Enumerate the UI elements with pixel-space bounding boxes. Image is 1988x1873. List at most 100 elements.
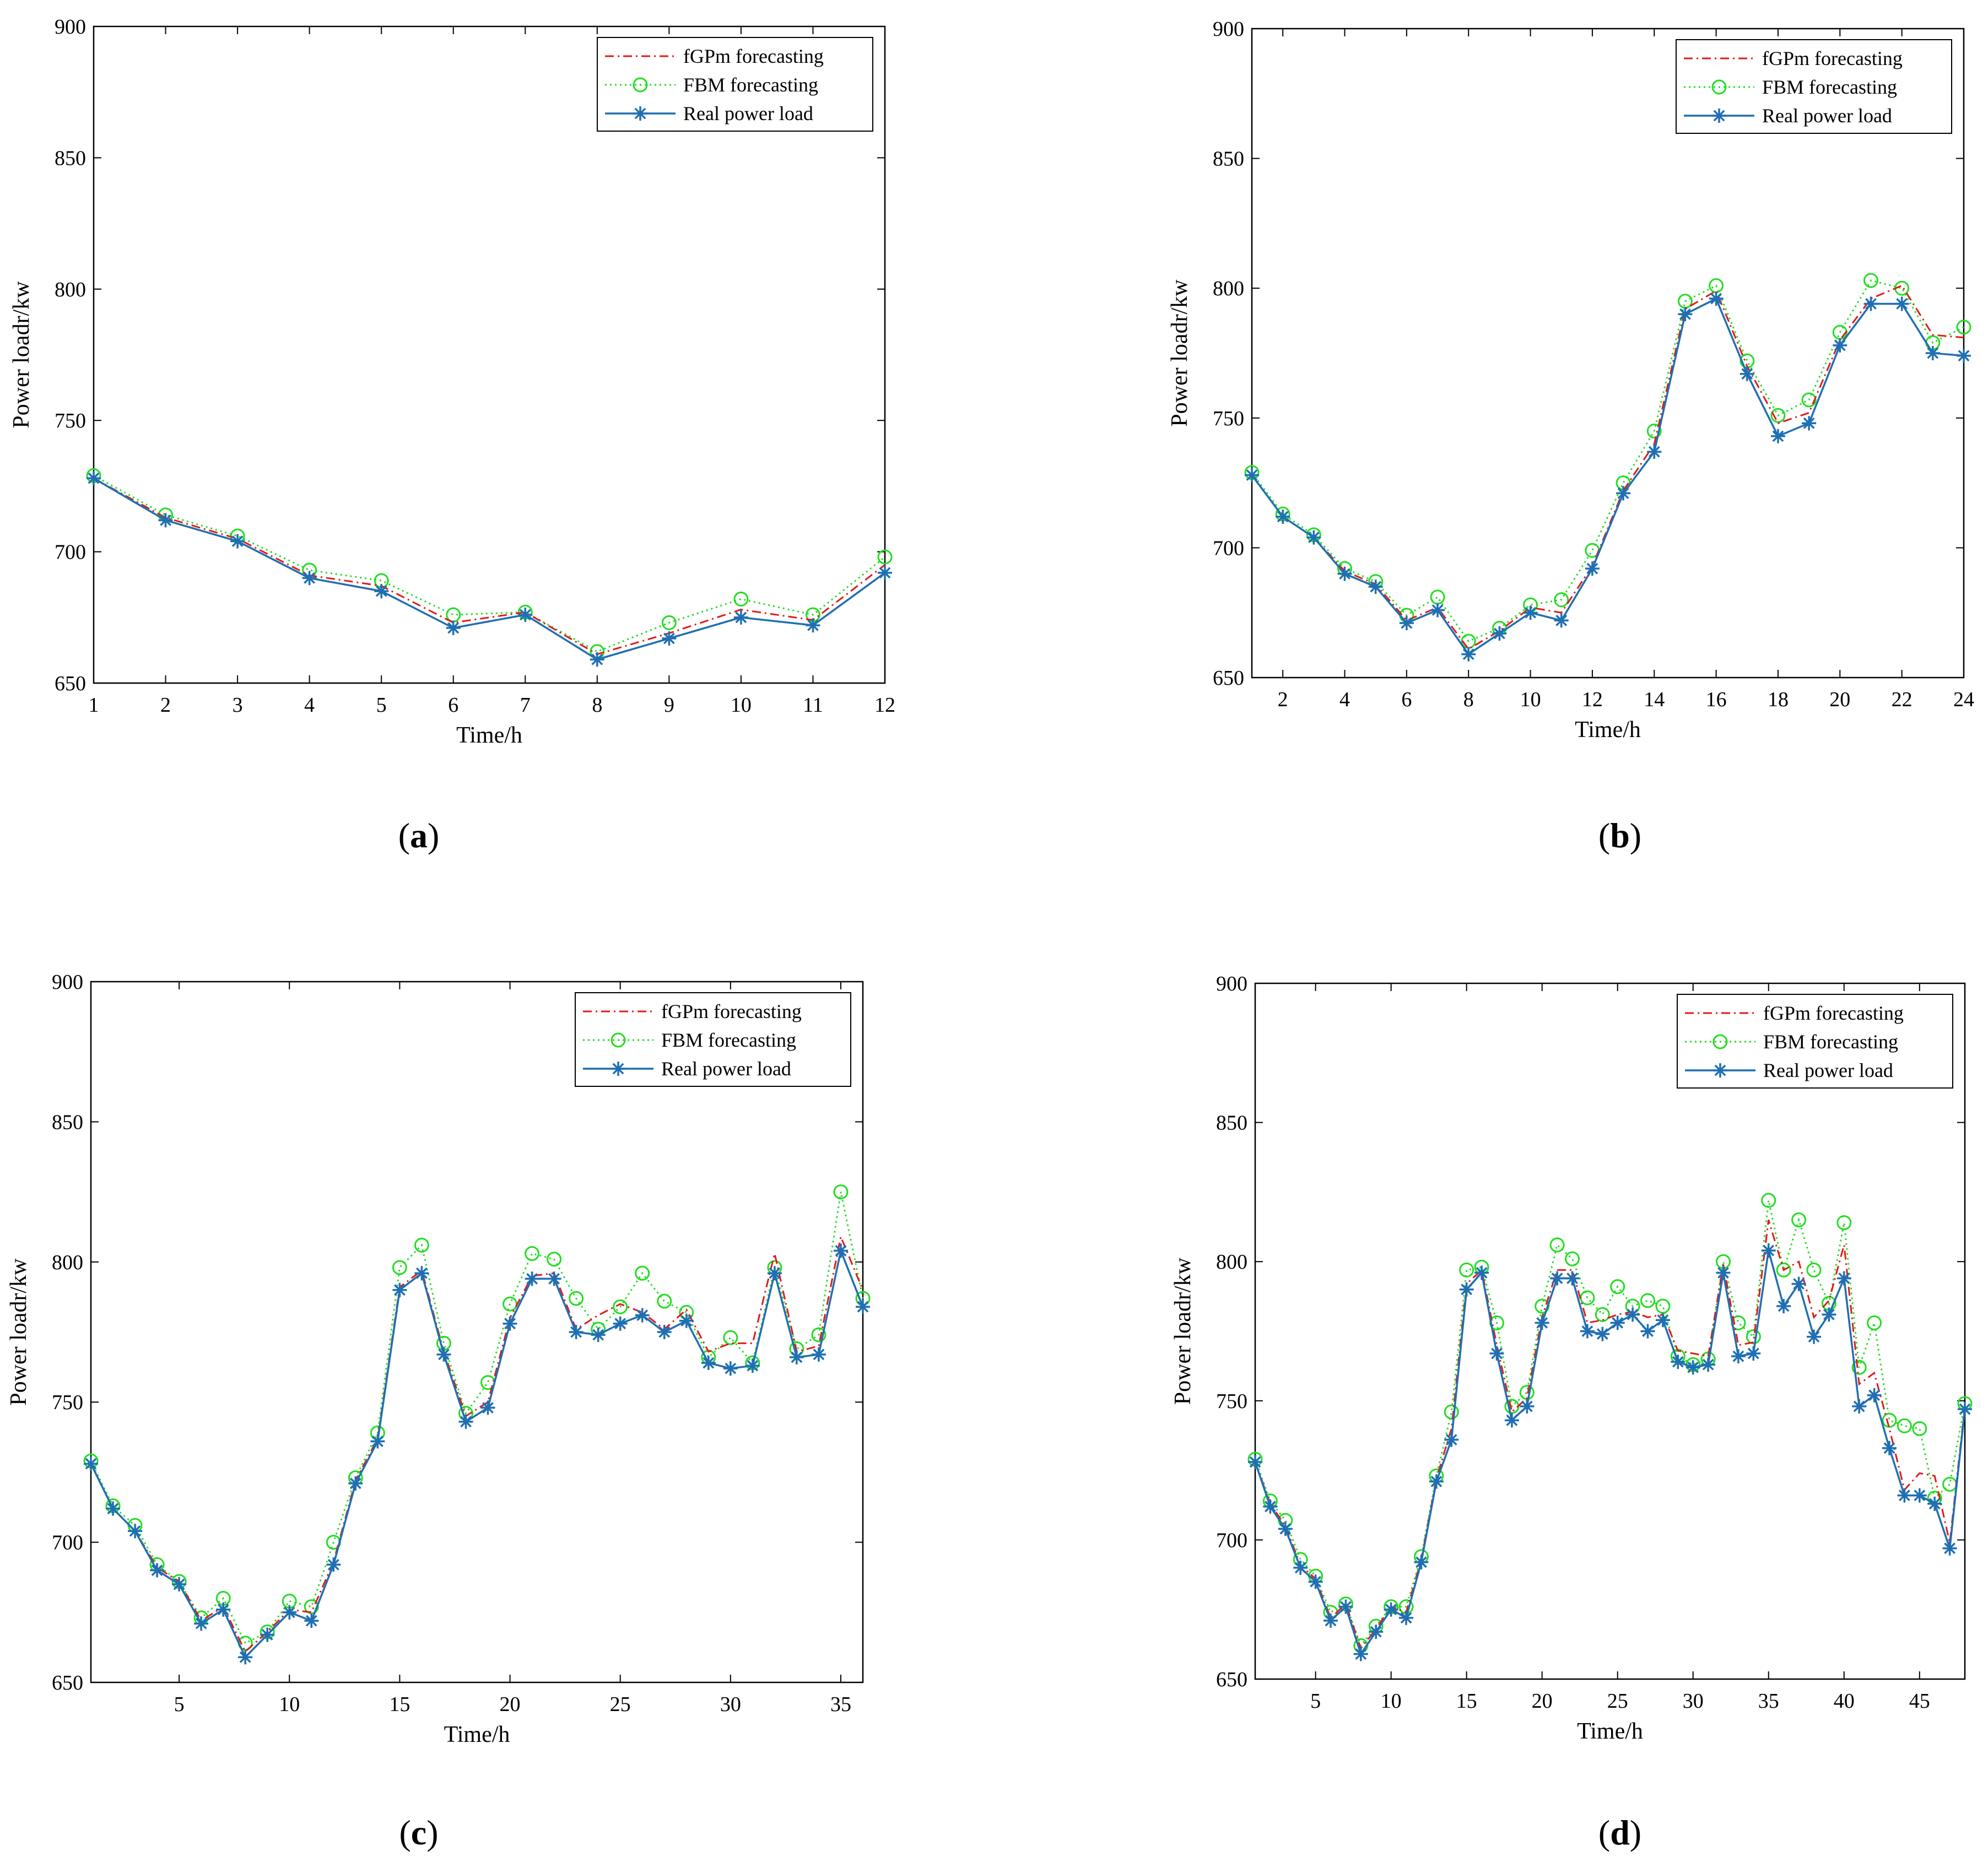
data-point-real (458, 1414, 473, 1429)
x-tick-label: 12 (874, 694, 895, 717)
data-point-real (302, 571, 317, 586)
data-point-real (1616, 486, 1631, 501)
data-point-fbm (1770, 408, 1786, 423)
data-point-real (1771, 429, 1785, 443)
data-point-real (1709, 291, 1724, 306)
x-tick-label: 9 (664, 694, 674, 717)
data-point-real (1894, 296, 1909, 311)
data-point-real (1459, 1282, 1474, 1297)
y-tick-label: 700 (1213, 537, 1244, 560)
legend-marker-fbm (611, 1032, 626, 1048)
legend: fGPm forecasting FBM forecasting Real powe… (575, 992, 851, 1087)
x-tick-label: 4 (1339, 688, 1350, 711)
data-point-real (150, 1563, 165, 1578)
y-axis-title: Power loadr/kw (6, 1258, 31, 1406)
data-point-fbm (304, 1599, 319, 1615)
x-tick-label: 20 (1829, 688, 1850, 711)
data-point-real (1308, 1574, 1323, 1589)
data-point-fbm (657, 1293, 672, 1309)
data-point-real (834, 1243, 848, 1258)
legend-marker-fbm (1713, 1034, 1728, 1049)
panel-label-letter: b (1610, 816, 1630, 855)
y-tick-label: 850 (52, 1111, 83, 1134)
data-point-real (1746, 1346, 1761, 1361)
x-tick-label: 30 (1683, 1690, 1704, 1713)
data-point-real (525, 1271, 539, 1286)
data-point-real (1293, 1560, 1308, 1575)
x-tick-label: 30 (720, 1693, 741, 1716)
data-point-real (304, 1614, 319, 1628)
x-tick-label: 8 (1463, 688, 1474, 711)
data-point-real (348, 1476, 363, 1491)
x-tick-label: 5 (174, 1693, 185, 1716)
legend: fGPm forecasting FBM forecasting Real powe… (1676, 39, 1952, 134)
x-tick-label: 3 (233, 694, 243, 717)
legend-label-fbm: FBM forecasting (683, 74, 818, 96)
data-point-real (1807, 1329, 1821, 1344)
data-point-real (1263, 1499, 1278, 1514)
data-point-real (635, 1308, 650, 1323)
x-tick-label: 15 (389, 1693, 410, 1716)
y-tick-label: 700 (1216, 1529, 1247, 1552)
data-point-fbm (1610, 1279, 1625, 1295)
series-line-real (93, 477, 886, 661)
series-line-fgpm (93, 477, 885, 656)
legend-label-real: Real power load (1763, 1059, 1893, 1081)
x-tick-label: 14 (1644, 688, 1665, 711)
data-point-real (518, 608, 533, 622)
plot-area (1254, 982, 1966, 1680)
x-tick-label: 4 (304, 694, 315, 717)
legend: fGPm forecasting FBM forecasting Real powe… (597, 37, 873, 132)
series-line-fbm (1251, 279, 1964, 642)
data-point-real (414, 1266, 429, 1281)
y-tick-label: 750 (55, 409, 86, 432)
y-tick-label: 900 (1213, 18, 1244, 41)
data-point-real (194, 1616, 209, 1631)
x-tick-label: 11 (803, 694, 823, 717)
data-point-real (1414, 1555, 1429, 1569)
data-point-real (1833, 338, 1847, 353)
y-tick-label: 850 (55, 147, 86, 170)
data-point-fbm (1912, 1421, 1927, 1436)
data-point-fbm (414, 1237, 429, 1253)
y-tick-label: 850 (1216, 1112, 1247, 1135)
data-point-real (1245, 468, 1259, 483)
data-point-real (128, 1524, 143, 1539)
data-point-real (1852, 1399, 1867, 1414)
data-point-real (1897, 1488, 1912, 1503)
legend-label-real: Real power load (683, 102, 813, 124)
x-tick-label: 8 (592, 694, 602, 717)
legend-label-fbm: FBM forecasting (1763, 1031, 1898, 1053)
data-point-real (657, 1325, 672, 1339)
data-point-real (1610, 1316, 1625, 1330)
data-point-real (1565, 1271, 1580, 1286)
data-point-real (1731, 1349, 1746, 1363)
data-point-fbm (1595, 1307, 1610, 1322)
data-point-real (106, 1501, 120, 1516)
data-point-fbm (833, 1184, 849, 1200)
data-point-real (84, 1457, 98, 1471)
x-tick-label: 35 (1758, 1690, 1779, 1713)
data-point-real (1369, 1625, 1384, 1639)
data-point-real (1278, 1522, 1293, 1536)
data-point-real (260, 1627, 275, 1642)
data-point-real (613, 1316, 628, 1331)
legend-box (1677, 994, 1953, 1089)
x-tick-label: 15 (1456, 1690, 1477, 1713)
x-tick-label: 2 (160, 694, 171, 717)
data-point-fbm (877, 549, 893, 565)
y-tick-label: 650 (1216, 1668, 1247, 1691)
data-point-fbm (613, 1299, 628, 1314)
data-point-real (1925, 346, 1940, 360)
legend-label-real: Real power load (1762, 105, 1892, 127)
data-point-real (1430, 603, 1445, 618)
series-line-fbm (93, 474, 885, 653)
data-point-real (1504, 1413, 1519, 1428)
data-point-real (1461, 647, 1476, 662)
data-point-real (878, 565, 892, 580)
data-point-fbm (1640, 1293, 1656, 1308)
x-tick-label: 40 (1834, 1690, 1855, 1713)
data-point-real (1429, 1474, 1444, 1489)
data-point-real (480, 1400, 495, 1415)
